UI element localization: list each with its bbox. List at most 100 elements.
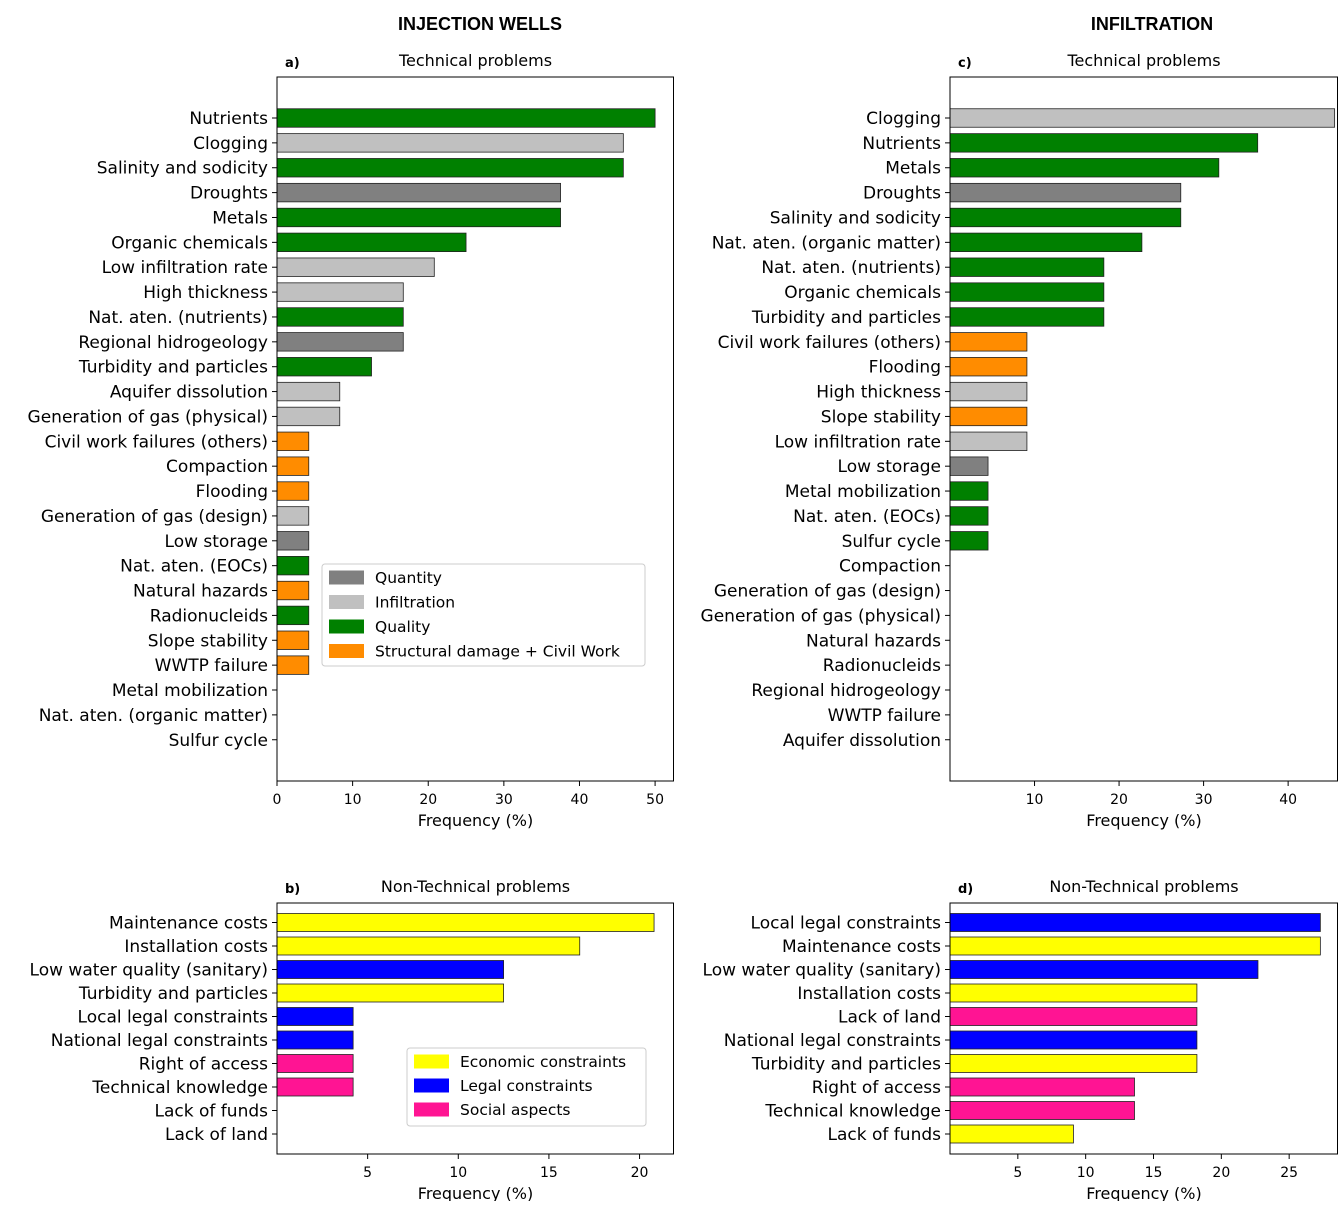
category-label: Right of access	[812, 1078, 941, 1098]
bar	[276, 431, 310, 451]
category-label: Droughts	[863, 184, 941, 204]
bar	[276, 182, 561, 203]
bar	[276, 655, 310, 675]
x-tick-label: 10	[1026, 792, 1044, 808]
x-tick-label: 15	[1145, 1165, 1163, 1181]
category-label: Natural hazards	[133, 582, 268, 602]
category-label: Turbidity and particles	[751, 308, 941, 328]
bar	[276, 332, 404, 352]
category-label: Turbidity and particles	[78, 984, 268, 1004]
category-label: Lack of land	[165, 1125, 268, 1145]
category-label: Organic chemicals	[111, 233, 268, 253]
legend-swatch	[414, 1078, 449, 1093]
column-title-infiltration: INFILTRATION	[1091, 14, 1213, 34]
panel-title: Technical problems	[1066, 51, 1220, 70]
panel-title: Technical problems	[398, 51, 552, 70]
bar	[949, 307, 1105, 327]
category-label: Local legal constraints	[78, 1008, 269, 1028]
category-label: Installation costs	[797, 984, 941, 1004]
category-label: Regional hidrogeology	[751, 681, 941, 701]
x-axis-label: Frequency (%)	[1086, 811, 1201, 830]
x-tick-label: 20	[1110, 792, 1128, 808]
bar	[949, 232, 1143, 253]
legend-label: Legal constraints	[460, 1077, 593, 1095]
category-label: High thickness	[816, 383, 941, 403]
bar	[949, 257, 1105, 277]
bar	[949, 936, 1321, 956]
bar	[949, 983, 1198, 1003]
chart-panel-d: Non-Technical problems d) Local legal cons…	[703, 877, 1338, 1203]
category-label: Generation of gas (design)	[41, 507, 268, 527]
category-label: Nutrients	[862, 134, 941, 154]
category-label: WWTP failure	[828, 706, 941, 726]
chart-panel-b: Non-Technical problems b) Maintenance cost…	[30, 877, 674, 1203]
bar	[276, 531, 310, 551]
legend-swatch	[329, 570, 364, 585]
category-label: Nat. aten. (organic matter)	[39, 706, 268, 726]
x-tick-label: 20	[419, 792, 437, 808]
legend-label: Quantity	[375, 569, 442, 587]
bar	[949, 381, 1028, 402]
x-tick-label: 50	[646, 792, 664, 808]
x-tick-label: 15	[540, 1165, 558, 1181]
bar	[276, 207, 561, 228]
legend-swatch	[414, 1054, 449, 1069]
legend-swatch	[414, 1102, 449, 1117]
bar	[949, 133, 1259, 153]
bar	[276, 605, 310, 626]
panel-letter: a)	[285, 56, 300, 71]
panel-title: Non-Technical problems	[381, 877, 570, 896]
bar	[949, 158, 1220, 178]
bar	[949, 1077, 1135, 1097]
category-label: Radionucleids	[823, 656, 941, 676]
category-label: Nat. aten. (EOCs)	[120, 557, 268, 577]
category-label: WWTP failure	[155, 656, 268, 676]
category-label: National legal constraints	[724, 1031, 941, 1051]
x-tick-label: 10	[1077, 1165, 1095, 1181]
category-label: Droughts	[190, 184, 268, 204]
category-label: Metals	[885, 159, 941, 179]
category-label: Generation of gas (design)	[714, 582, 941, 602]
x-tick-label: 10	[449, 1165, 467, 1181]
bar	[949, 406, 1028, 427]
category-label: Metal mobilization	[785, 482, 941, 502]
category-label: Clogging	[193, 134, 268, 154]
bar	[276, 506, 310, 526]
plot-frame	[276, 902, 674, 1155]
category-label: Low infiltration rate	[775, 432, 941, 452]
x-axis-label: Frequency (%)	[1086, 1184, 1201, 1201]
bar	[949, 481, 989, 501]
bar	[276, 481, 310, 501]
category-label: Salinity and sodicity	[770, 208, 941, 228]
category-label: Regional hidrogeology	[78, 333, 268, 353]
bar	[276, 630, 310, 650]
category-label: Aquifer dissolution	[110, 383, 268, 403]
bar	[276, 133, 624, 153]
bar	[949, 357, 1028, 377]
panel-letter: d)	[958, 882, 973, 897]
category-label: Aquifer dissolution	[783, 731, 941, 751]
category-label: Lack of funds	[828, 1125, 942, 1145]
category-label: Flooding	[869, 358, 941, 378]
category-label: Nat. aten. (EOCs)	[793, 507, 941, 527]
x-axis-label: Frequency (%)	[418, 1184, 533, 1201]
bar	[276, 960, 504, 979]
bar	[276, 357, 372, 377]
plot-frame	[949, 76, 1338, 782]
legend-label: Structural damage + Civil Work	[375, 643, 620, 661]
x-tick-label: 5	[363, 1165, 372, 1181]
bar	[276, 406, 341, 427]
category-label: Natural hazards	[806, 631, 941, 651]
bar	[276, 232, 467, 253]
panel-letter: b)	[285, 882, 300, 897]
bar	[276, 282, 404, 302]
bar	[276, 381, 341, 402]
category-label: Organic chemicals	[784, 283, 941, 303]
category-label: National legal constraints	[51, 1031, 268, 1051]
category-label: High thickness	[143, 283, 268, 303]
panel-letter: c)	[958, 56, 972, 71]
category-label: Sulfur cycle	[842, 532, 941, 552]
category-label: Local legal constraints	[751, 914, 942, 934]
